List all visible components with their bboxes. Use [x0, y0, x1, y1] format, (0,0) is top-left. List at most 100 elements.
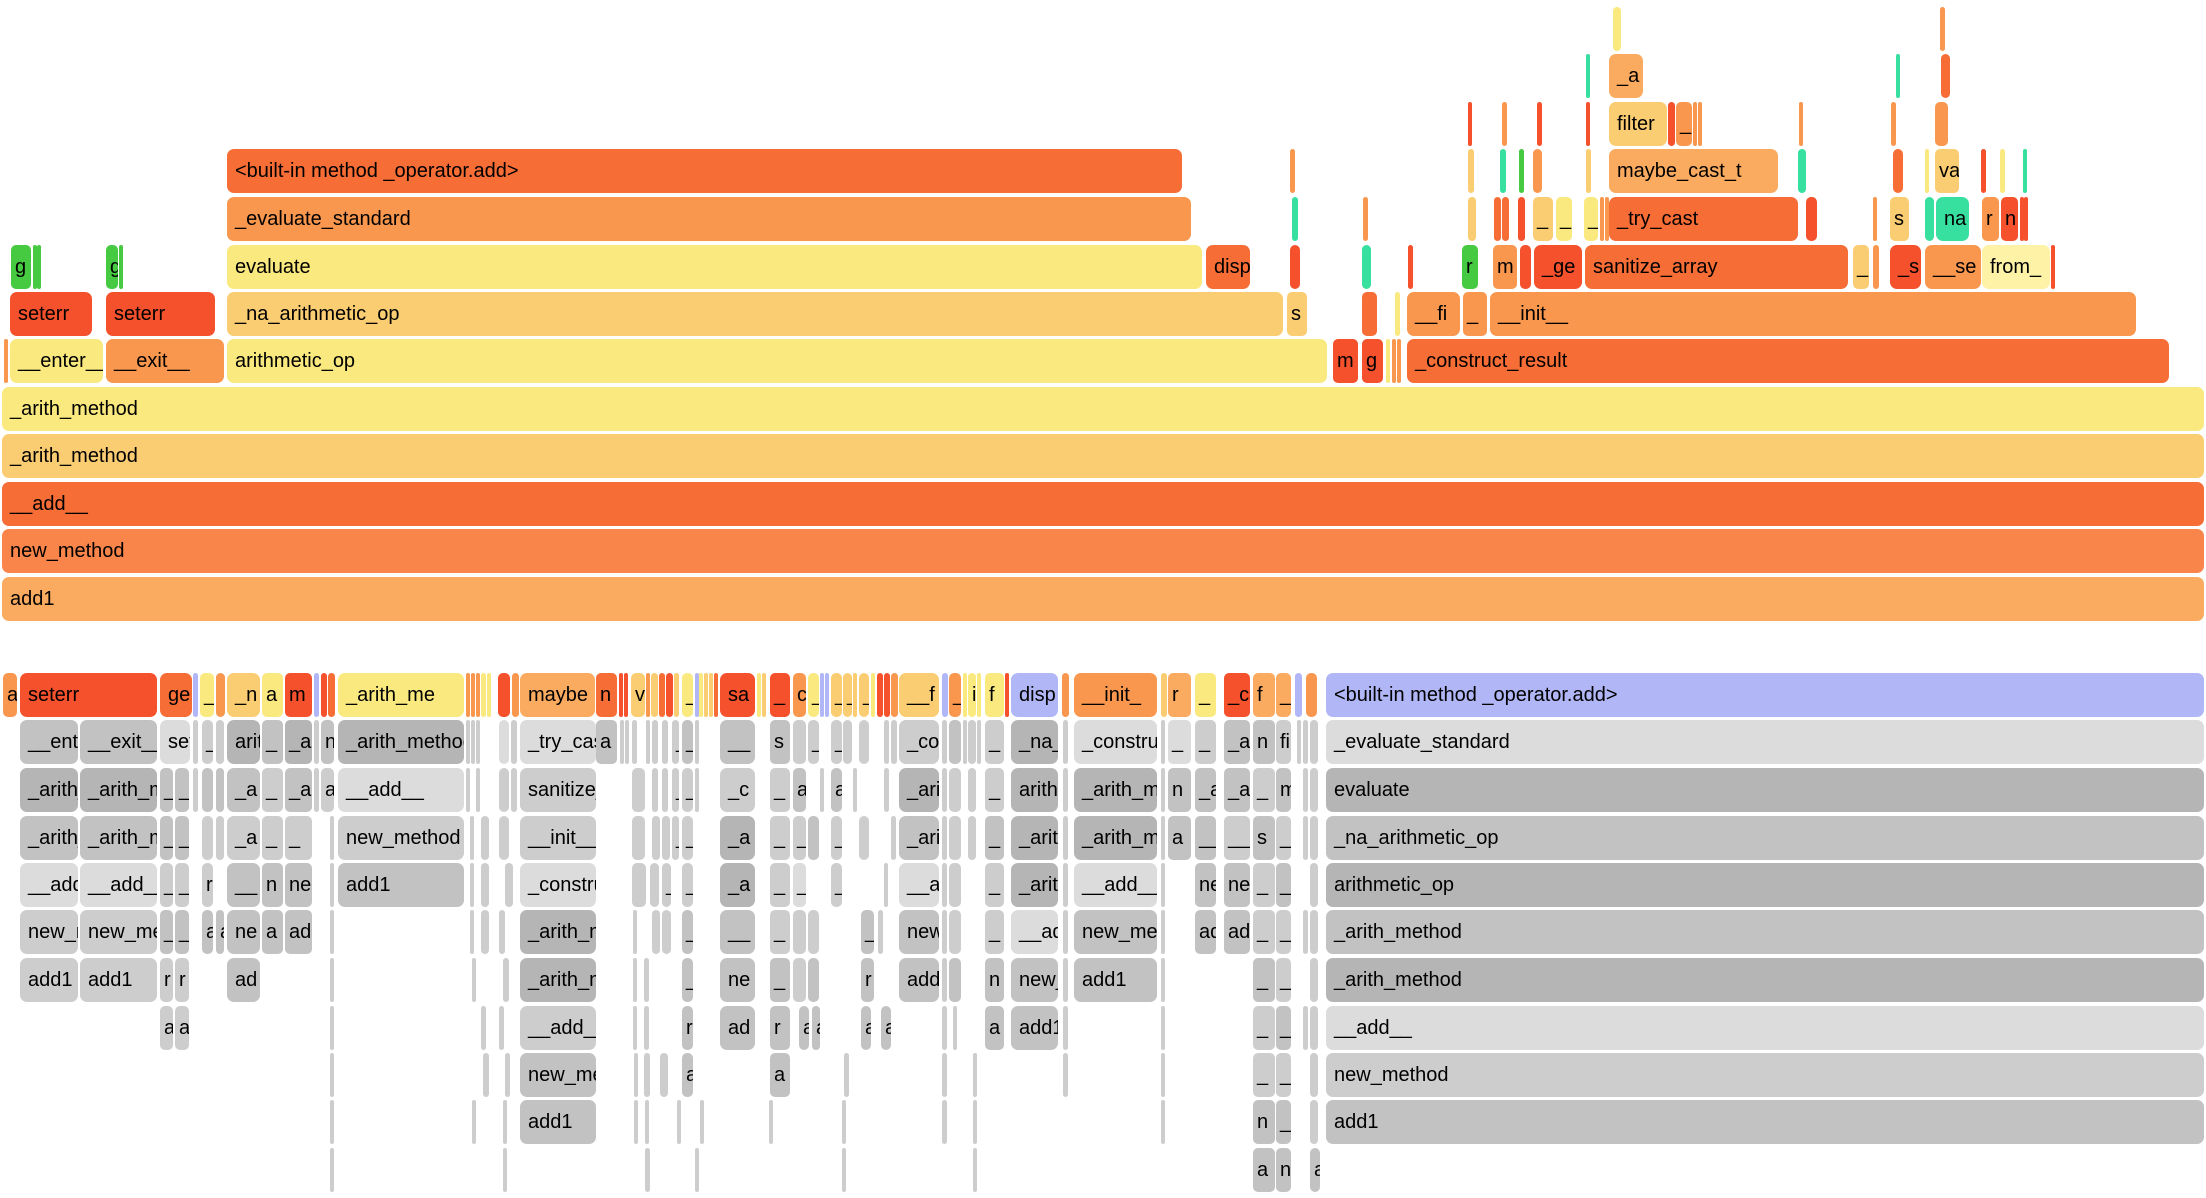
frame-bar[interactable]: ge: [160, 673, 192, 717]
frame-bar[interactable]: r: [202, 863, 213, 907]
frame-bar[interactable]: r: [770, 1006, 790, 1050]
frame-bar[interactable]: [859, 816, 869, 860]
frame-bar[interactable]: _: [682, 720, 693, 764]
frame-bar[interactable]: [1518, 197, 1525, 241]
frame-bar[interactable]: [4, 339, 8, 383]
frame-bar[interactable]: _arith_method: [1326, 958, 2204, 1002]
frame-bar[interactable]: [499, 1006, 504, 1050]
frame-bar[interactable]: [481, 910, 489, 954]
frame-bar[interactable]: _construct_result: [899, 720, 939, 764]
frame-bar[interactable]: [942, 958, 947, 1002]
frame-bar[interactable]: [1468, 102, 1472, 146]
frame-bar[interactable]: seterr: [20, 673, 157, 717]
frame-bar[interactable]: [714, 673, 718, 717]
frame-bar[interactable]: n: [596, 673, 617, 717]
frame-bar[interactable]: [1392, 339, 1396, 383]
frame-bar[interactable]: a: [1168, 816, 1191, 860]
frame-bar[interactable]: na: [1936, 197, 1969, 241]
frame-bar[interactable]: [1161, 720, 1165, 764]
frame-bar[interactable]: n: [985, 958, 1004, 1002]
frame-bar[interactable]: __add__: [1074, 863, 1157, 907]
frame-bar[interactable]: ne: [1195, 863, 1216, 907]
frame-bar[interactable]: ad: [285, 910, 312, 954]
frame-bar[interactable]: [1873, 197, 1877, 241]
frame-bar[interactable]: [632, 816, 645, 860]
frame-bar[interactable]: _a: [285, 720, 312, 764]
frame-bar[interactable]: [942, 720, 947, 764]
frame-bar[interactable]: [704, 673, 708, 717]
frame-bar[interactable]: _arith_method: [2, 434, 2204, 478]
frame-bar[interactable]: _: [770, 816, 790, 860]
frame-bar[interactable]: [942, 1100, 947, 1144]
frame-bar[interactable]: [942, 816, 947, 860]
frame-bar[interactable]: [1306, 673, 1317, 717]
frame-bar[interactable]: a: [262, 673, 283, 717]
frame-bar[interactable]: [1468, 197, 1476, 241]
frame-bar[interactable]: __init_: [1074, 673, 1157, 717]
frame-bar[interactable]: n: [2001, 197, 2018, 241]
frame-bar[interactable]: _try_cast: [520, 720, 596, 764]
frame-bar[interactable]: evaluate: [1326, 768, 2204, 812]
frame-bar[interactable]: [481, 863, 489, 907]
frame-bar[interactable]: _: [831, 863, 842, 907]
frame-bar[interactable]: _: [285, 816, 312, 860]
frame-bar[interactable]: _: [1463, 292, 1487, 336]
frame-bar[interactable]: _: [770, 958, 790, 1002]
frame-bar[interactable]: [634, 1053, 638, 1097]
frame-bar[interactable]: add1: [20, 958, 78, 1002]
frame-bar[interactable]: [1925, 149, 1929, 193]
frame-bar[interactable]: [853, 673, 857, 717]
frame-bar[interactable]: _: [985, 910, 1004, 954]
frame-bar[interactable]: a: [1310, 1148, 1320, 1192]
frame-bar[interactable]: [884, 863, 888, 907]
frame-bar[interactable]: [891, 720, 897, 764]
frame-bar[interactable]: _a: [1224, 720, 1250, 764]
frame-bar[interactable]: n: [321, 720, 334, 764]
frame-bar[interactable]: __add__: [520, 1006, 596, 1050]
frame-bar[interactable]: _: [1168, 720, 1191, 764]
frame-bar[interactable]: [700, 1100, 704, 1144]
frame-bar[interactable]: r: [861, 958, 874, 1002]
frame-bar[interactable]: a: [321, 768, 334, 812]
frame-bar[interactable]: [1290, 245, 1300, 289]
frame-bar[interactable]: __add__: [20, 863, 78, 907]
frame-bar[interactable]: [1386, 339, 1390, 383]
frame-bar[interactable]: _: [1195, 673, 1216, 717]
frame-bar[interactable]: sanitize_array: [1585, 245, 1848, 289]
frame-bar[interactable]: _: [985, 720, 1004, 764]
frame-bar[interactable]: [1062, 673, 1069, 717]
frame-bar[interactable]: [466, 720, 470, 764]
frame-bar[interactable]: a: [202, 910, 213, 954]
frame-bar[interactable]: [1063, 768, 1068, 812]
frame-bar[interactable]: [193, 720, 198, 764]
frame-bar[interactable]: [466, 768, 470, 812]
frame-bar[interactable]: r: [1462, 245, 1478, 289]
frame-bar[interactable]: [977, 720, 981, 764]
frame-bar[interactable]: [820, 768, 824, 812]
frame-bar[interactable]: [498, 673, 510, 717]
frame-bar[interactable]: _: [1276, 1053, 1291, 1097]
frame-bar[interactable]: [1519, 149, 1524, 193]
frame-bar[interactable]: [193, 768, 198, 812]
frame-bar[interactable]: _: [262, 720, 283, 764]
frame-bar[interactable]: [871, 673, 875, 717]
frame-bar[interactable]: [1500, 149, 1506, 193]
frame-bar[interactable]: seterr: [10, 292, 92, 336]
frame-bar[interactable]: a: [793, 768, 806, 812]
frame-bar[interactable]: __: [1224, 816, 1250, 860]
frame-bar[interactable]: _: [1276, 673, 1291, 717]
frame-bar[interactable]: __add__: [1011, 910, 1058, 954]
frame-bar[interactable]: _: [672, 816, 679, 860]
frame-bar[interactable]: [330, 816, 334, 860]
frame-bar[interactable]: __: [720, 720, 755, 764]
frame-bar[interactable]: r: [682, 1006, 693, 1050]
frame-bar[interactable]: m: [1276, 768, 1291, 812]
frame-bar[interactable]: [1586, 54, 1590, 98]
frame-bar[interactable]: [1698, 102, 1702, 146]
frame-bar[interactable]: a: [682, 1053, 693, 1097]
frame-bar[interactable]: _: [160, 816, 173, 860]
frame-bar[interactable]: filter: [1609, 102, 1667, 146]
frame-bar[interactable]: [699, 673, 703, 717]
frame-bar[interactable]: new_method: [1074, 910, 1157, 954]
frame-bar[interactable]: [1600, 197, 1604, 241]
